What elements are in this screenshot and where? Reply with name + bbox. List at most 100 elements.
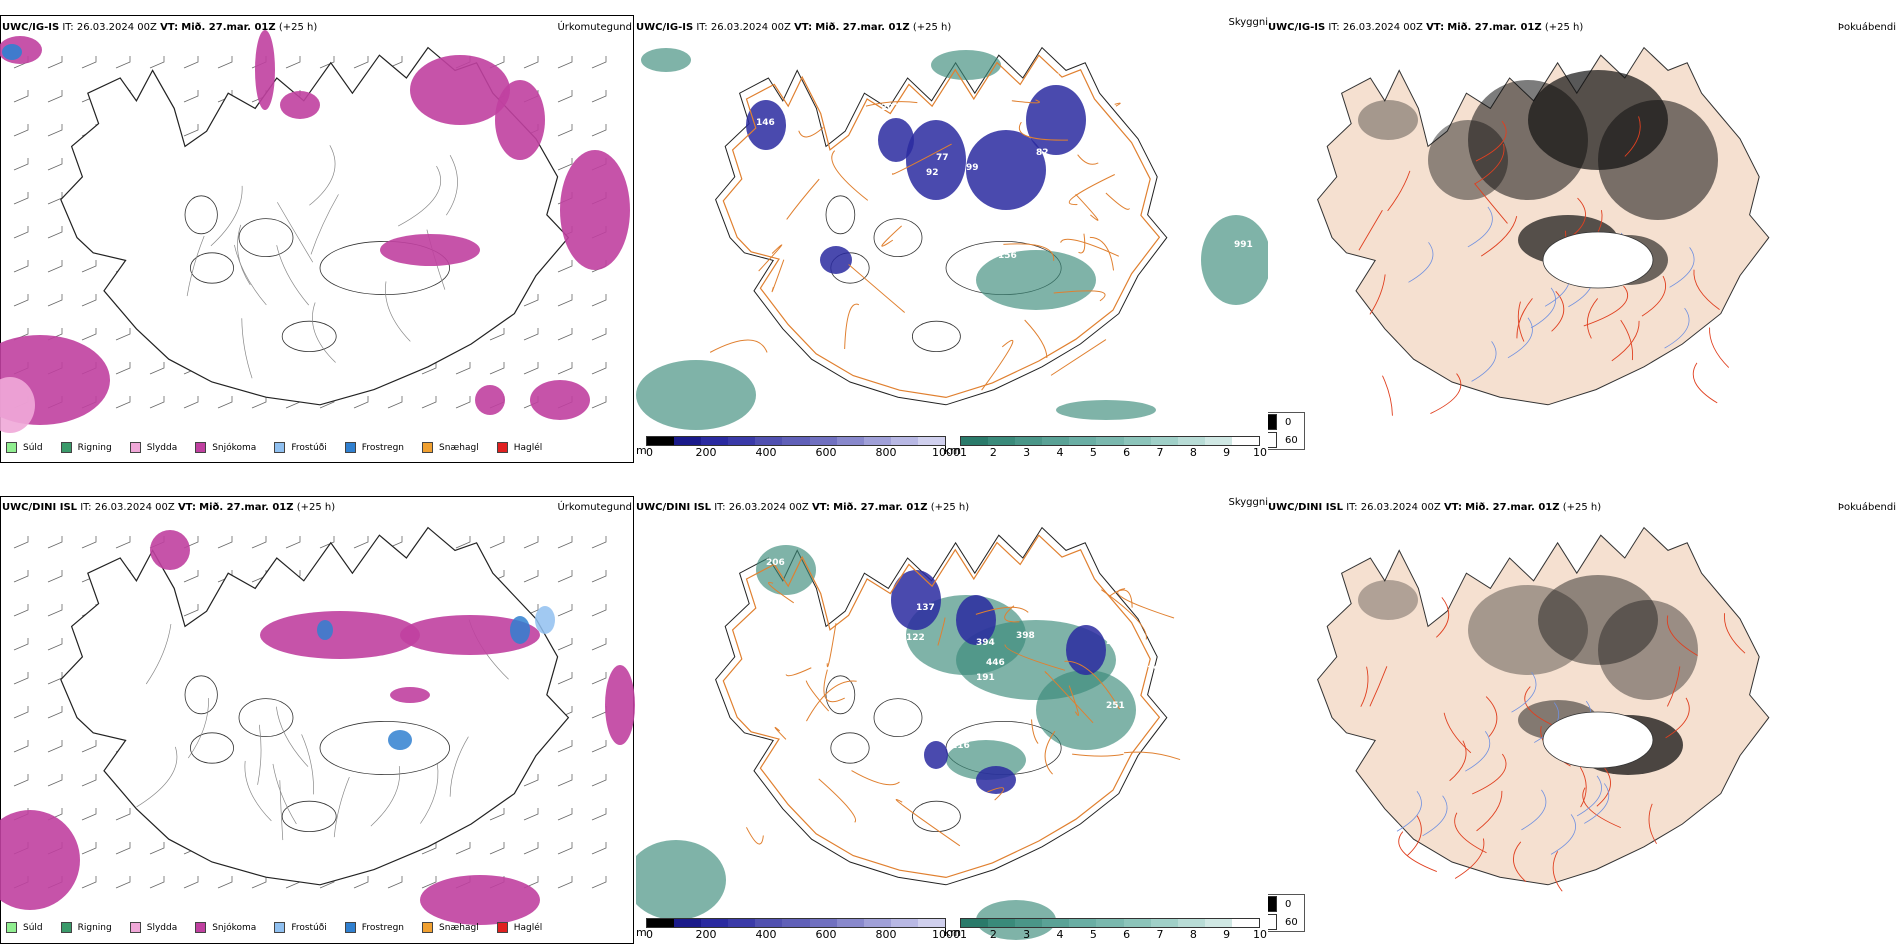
visibility-swatch [1124,919,1151,927]
iceland-map-fog-top [1268,10,1900,465]
wind-barb [456,362,470,374]
wind-barb [14,124,28,136]
wind-barb [48,774,62,786]
ceiling-tick: 800 [876,928,897,941]
snow-area [150,530,190,570]
ceiling-colorbar-swatches [646,918,946,928]
ceiling-value-label: 329 [1141,665,1160,675]
visibility-swatch [1151,919,1178,927]
vt-label: VT: [178,502,196,513]
lead-time: (+25 h) [1545,22,1583,33]
wind-barb [48,192,62,204]
wind-barb [48,706,62,718]
it-label: IT: [1328,22,1339,33]
ceiling-value-label: 163 [894,246,913,256]
visibility-swatch [961,919,988,927]
wind-barb [252,876,266,888]
ceiling-value-label: 405 [1041,73,1060,83]
fog-panel-top: UWC/IG-IS IT: 26.03.2024 00Z VT: Mið. 27… [1268,10,1900,465]
precip-legend-item: Súld [6,442,43,453]
wind-barb [82,328,96,340]
ceiling-swatch [864,437,891,445]
wind-barb [592,536,606,548]
ceiling-value-label: 103 [1066,173,1085,183]
fog-legend-label: 60 [1285,435,1298,446]
ceiling-swatch [728,437,755,445]
wind-barb [592,808,606,820]
wind-barb [14,294,28,306]
wind-barb [116,362,130,374]
ceiling-swatch [755,437,782,445]
wind-barb [388,876,402,888]
freezing-rain-area [510,616,530,644]
wind-barb [184,56,198,68]
wind-barb [592,294,606,306]
wind-barb [14,226,28,238]
panel-title: Skyggni [1228,17,1268,29]
wind-barb [116,876,130,888]
wind-barb [150,362,164,374]
ceiling-colorbar: 0 200 400 600 800 1000 [646,918,946,940]
fog-legend-label: 60 [1285,917,1298,928]
wind-barb [354,536,368,548]
wind-barb [524,56,538,68]
wind-barb [592,362,606,374]
visibility-colorbar-swatches [960,436,1260,446]
visibility-swatch [1069,919,1096,927]
wind-barb [592,638,606,650]
wind-barb [524,808,538,820]
snow-area [605,665,635,745]
wind-barb [422,396,436,408]
ceiling-value-label: 394 [976,638,995,648]
wind-barb [116,808,130,820]
precip-legend-label: Súld [23,443,43,453]
wind-barb [218,396,232,408]
precip-legend-item: Snjókoma [195,922,256,933]
panel-header: UWC/IG-IS IT: 26.03.2024 00Z VT: Mið. 27… [2,22,317,34]
fog-legend: 0 60 [1268,894,1305,932]
precip-legend-item: Súld [6,922,43,933]
wind-barb [82,536,96,548]
wind-barb [48,638,62,650]
fog-legend-row: 0 [1268,895,1304,913]
precip-legend-label: Rigning [78,923,112,933]
snow-area [560,150,630,270]
it-label: IT: [714,502,725,513]
fog-legend-label: 0 [1285,417,1291,428]
precip-legend-label: Slydda [147,923,177,933]
wind-barb [354,56,368,68]
wind-barb [14,740,28,752]
ceiling-value-label: 251 [1106,701,1125,711]
ceiling-swatch [891,919,918,927]
visibility-tick: 7 [1157,928,1164,941]
wind-barb [82,876,96,888]
snow-area [420,875,540,925]
low-visibility-area [636,840,726,920]
visibility-tick: 4 [1057,446,1064,459]
vt-label: VT: [1444,502,1462,513]
ceiling-value-label: 82 [1036,148,1049,158]
wind-barb [524,774,538,786]
visibility-swatch [1232,437,1259,445]
wind-barb [524,536,538,548]
wind-barb [558,90,572,102]
precip-legend: Súld Rigning Slydda Snjókoma Frostúði Frostre… [6,922,560,933]
model-name: UWC/DINI ISL [2,502,77,513]
precip-legend-swatch [345,922,356,933]
precip-legend: Súld Rigning Slydda Snjókoma Frostúði Frostre… [6,442,560,453]
precip-legend-item: Slydda [130,442,177,453]
lead-time: (+25 h) [1563,502,1601,513]
visibility-swatch [1151,437,1178,445]
wind-barb [592,740,606,752]
wind-barb [524,570,538,582]
wind-barb [14,604,28,616]
ceiling-swatch [810,919,837,927]
freezing-drizzle-area [535,606,555,634]
wind-barb [524,842,538,854]
wind-barb [82,842,96,854]
fog-legend-row: 0 [1268,413,1304,431]
freezing-rain-area [317,620,333,640]
ceiling-value-label: 92 [926,168,939,178]
precip-legend-swatch [195,442,206,453]
wind-barb [150,842,164,854]
